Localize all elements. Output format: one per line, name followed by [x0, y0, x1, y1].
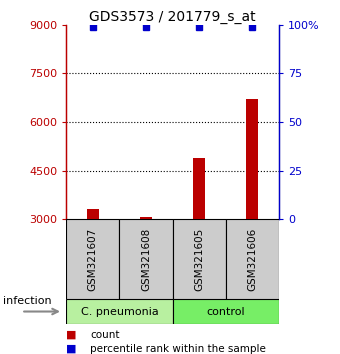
Bar [87, 209, 99, 219]
Text: count: count [90, 330, 120, 339]
Bar [173, 299, 279, 324]
Text: ■: ■ [66, 344, 77, 354]
Bar [173, 219, 226, 299]
Text: percentile rank within the sample: percentile rank within the sample [90, 344, 266, 354]
Bar [66, 299, 173, 324]
Bar [246, 99, 258, 219]
Text: GSM321607: GSM321607 [88, 228, 98, 291]
Text: control: control [206, 307, 245, 316]
Bar [226, 219, 279, 299]
Text: C. pneumonia: C. pneumonia [81, 307, 158, 316]
Text: GSM321606: GSM321606 [247, 228, 257, 291]
Bar [140, 217, 152, 219]
Title: GDS3573 / 201779_s_at: GDS3573 / 201779_s_at [89, 10, 256, 24]
Bar [66, 219, 119, 299]
Text: GSM321605: GSM321605 [194, 228, 204, 291]
Bar [193, 158, 205, 219]
Text: ■: ■ [66, 330, 77, 339]
Bar [119, 219, 173, 299]
Text: GSM321608: GSM321608 [141, 228, 151, 291]
Text: infection: infection [3, 296, 52, 306]
